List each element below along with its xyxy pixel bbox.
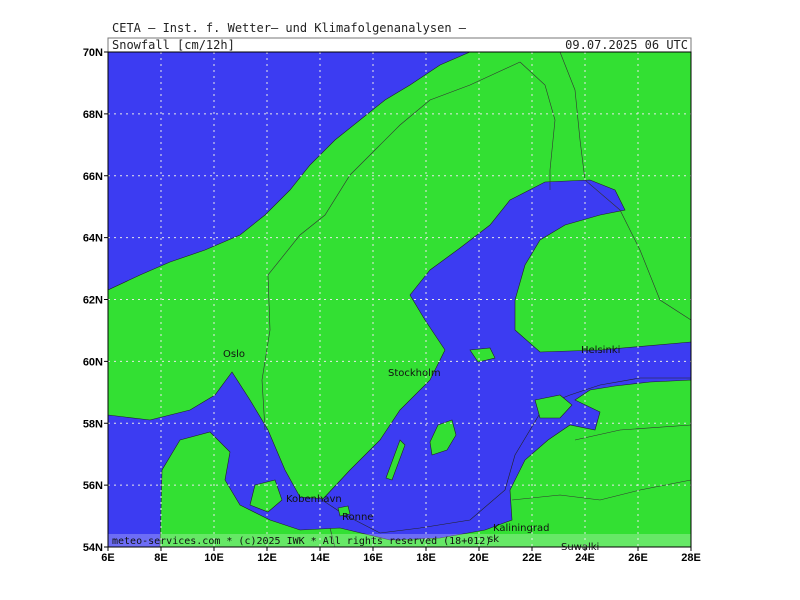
baltic-states-germany-poland (159, 379, 691, 547)
lat-tick-label: 56N (83, 480, 103, 492)
lon-tick-label: 8E (154, 552, 167, 564)
zealand (249, 479, 283, 513)
lon-tick-label: 18E (416, 552, 436, 564)
border-norway-sweden (261, 61, 521, 431)
lon-tick-label: 20E (469, 552, 489, 564)
footer-credit: meteo-services.com * (c)2025 IWK * All r… (112, 536, 491, 547)
footer-band (108, 534, 691, 547)
lat-tick-label: 68N (83, 109, 103, 121)
saaremaa (534, 394, 573, 419)
lat-tick-label: 58N (83, 418, 103, 430)
lat-tick-label: 70N (83, 47, 103, 59)
lon-tick-label: 16E (363, 552, 383, 564)
lon-tick-label: 14E (310, 552, 330, 564)
city-label: sk (488, 534, 499, 545)
city-label: Oslo (223, 349, 245, 360)
map-area: meteo-services.com * (c)2025 IWK * All r… (108, 52, 691, 547)
lon-tick-label: 12E (257, 552, 277, 564)
border-lithuania-poland (511, 479, 691, 501)
city-label: Helsinki (581, 345, 620, 356)
city-label: Kobenhavn (286, 494, 342, 505)
oland (385, 439, 406, 481)
border-poland-germany (329, 527, 336, 547)
city-label: Ronne (342, 512, 373, 523)
graticule (108, 52, 691, 547)
border-sweden-finland (519, 61, 556, 190)
border-baltics (574, 424, 691, 441)
lon-tick-label: 6E (101, 552, 114, 564)
gulf-of-bothnia-baltic (321, 179, 691, 534)
lon-tick-label: 26E (628, 552, 648, 564)
lat-tick-label: 66N (83, 171, 103, 183)
bornholm (337, 505, 351, 517)
lon-tick-label: 28E (681, 552, 701, 564)
header-title: CETA – Inst. f. Wetter– und Klimafolgena… (112, 21, 467, 35)
aland (469, 347, 496, 363)
lat-tick-label: 60N (83, 356, 103, 368)
valid-time: 09.07.2025 06 UTC (565, 38, 688, 52)
city-label: Kaliningrad (493, 523, 549, 534)
lat-tick-label: 54N (83, 542, 103, 554)
border-finland-russia (559, 52, 691, 321)
city-label: Suwalki (561, 542, 599, 553)
parameter-label: Snowfall [cm/12h] (112, 38, 235, 52)
lat-tick-label: 62N (83, 295, 103, 307)
lon-tick-label: 22E (522, 552, 542, 564)
lon-tick-label: 24E (575, 552, 595, 564)
gotland (429, 419, 457, 456)
lon-tick-label: 10E (204, 552, 224, 564)
lat-tick-label: 64N (83, 233, 103, 245)
city-label: Stockholm (388, 368, 441, 379)
